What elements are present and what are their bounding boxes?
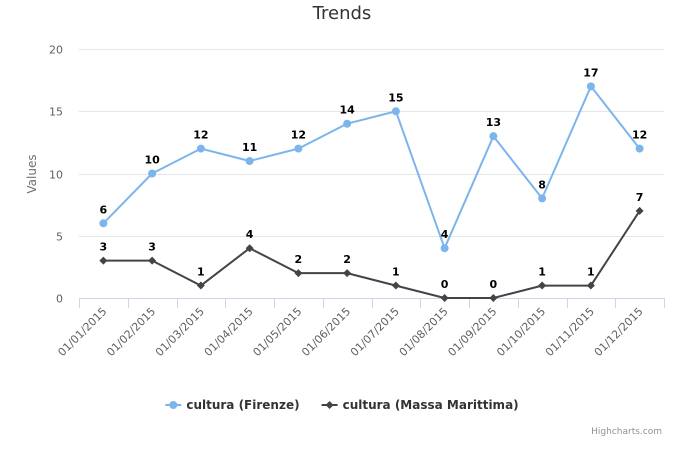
data-point[interactable]: [440, 294, 449, 302]
data-point[interactable]: [538, 281, 547, 290]
data-label: 1: [538, 266, 546, 279]
data-point[interactable]: [489, 132, 498, 141]
data-point[interactable]: [538, 194, 547, 203]
legend-item[interactable]: cultura (Massa Marittima): [321, 398, 519, 412]
data-point[interactable]: [586, 82, 595, 91]
data-label: 12: [632, 129, 647, 142]
x-tick-label: 01/07/2015: [348, 305, 402, 359]
legend-label: cultura (Firenze): [186, 398, 299, 412]
legend-label: cultura (Massa Marittima): [343, 398, 519, 412]
legend-item[interactable]: cultura (Firenze): [165, 398, 300, 412]
data-point[interactable]: [148, 256, 157, 265]
data-point[interactable]: [635, 206, 644, 215]
x-tick-label: 01/05/2015: [250, 305, 304, 359]
y-tick-label: 15: [49, 106, 63, 119]
data-label: 15: [388, 91, 403, 104]
data-label: 0: [490, 278, 498, 291]
data-label: 7: [636, 191, 644, 204]
data-label: 11: [242, 141, 257, 154]
data-label: 17: [583, 66, 598, 79]
data-point[interactable]: [148, 169, 157, 178]
y-tick-label: 0: [56, 293, 63, 306]
data-point[interactable]: [196, 144, 205, 153]
x-tick-label: 01/06/2015: [299, 305, 353, 359]
data-label: 14: [339, 104, 355, 117]
y-axis-label: Values: [25, 154, 39, 193]
data-point[interactable]: [586, 281, 595, 290]
data-point[interactable]: [391, 281, 400, 290]
data-point[interactable]: [391, 107, 400, 116]
x-tick-label: 01/10/2015: [494, 305, 548, 359]
x-tick-label: 01/01/2015: [55, 305, 109, 359]
legend[interactable]: cultura (Firenze) cultura (Massa Marittim…: [165, 398, 519, 412]
series: [99, 82, 644, 302]
legend-marker: [325, 401, 334, 409]
data-point[interactable]: [99, 219, 108, 228]
data-label: 0: [441, 278, 449, 291]
data-point[interactable]: [343, 119, 352, 128]
data-label: 1: [197, 266, 205, 279]
grid: [79, 49, 664, 299]
data-point[interactable]: [245, 157, 254, 166]
chart-title: Trends: [312, 3, 372, 24]
data-label: 2: [295, 253, 303, 266]
x-tick-label: 01/08/2015: [397, 305, 451, 359]
data-point[interactable]: [343, 269, 352, 278]
data-point[interactable]: [245, 244, 254, 253]
axes: 0510152001/01/201501/02/201501/03/201501…: [49, 44, 665, 359]
credits-link[interactable]: Highcharts.com: [591, 427, 662, 437]
y-tick-label: 10: [49, 169, 63, 182]
y-tick-label: 20: [49, 44, 63, 57]
data-label: 1: [587, 266, 595, 279]
data-point[interactable]: [440, 244, 449, 253]
x-tick-label: 01/11/2015: [543, 305, 597, 359]
x-tick-label: 01/09/2015: [445, 305, 499, 359]
series-line[interactable]: [103, 210, 641, 299]
data-label: 13: [486, 116, 501, 129]
data-point[interactable]: [99, 256, 108, 265]
data-label: 10: [144, 154, 160, 167]
x-tick-label: 01/03/2015: [153, 305, 207, 359]
data-label: 4: [441, 228, 449, 241]
data-label: 4: [246, 228, 254, 241]
series-line[interactable]: [102, 85, 641, 250]
x-tick-label: 01/04/2015: [202, 305, 256, 359]
data-label: 1: [392, 266, 400, 279]
data-point[interactable]: [294, 269, 303, 278]
data-label: 12: [193, 129, 208, 142]
x-tick-label: 01/02/2015: [104, 305, 158, 359]
legend-marker: [169, 401, 178, 409]
data-label: 6: [100, 203, 108, 216]
data-label: 3: [100, 241, 108, 254]
data-point[interactable]: [294, 144, 303, 153]
data-label: 12: [291, 129, 306, 142]
y-tick-label: 5: [56, 231, 63, 244]
data-label: 3: [148, 241, 156, 254]
data-label: 2: [343, 253, 351, 266]
x-tick-label: 01/12/2015: [592, 305, 646, 359]
data-point[interactable]: [196, 281, 205, 290]
data-point[interactable]: [489, 294, 498, 302]
data-point[interactable]: [635, 144, 644, 153]
data-label: 8: [538, 178, 546, 191]
